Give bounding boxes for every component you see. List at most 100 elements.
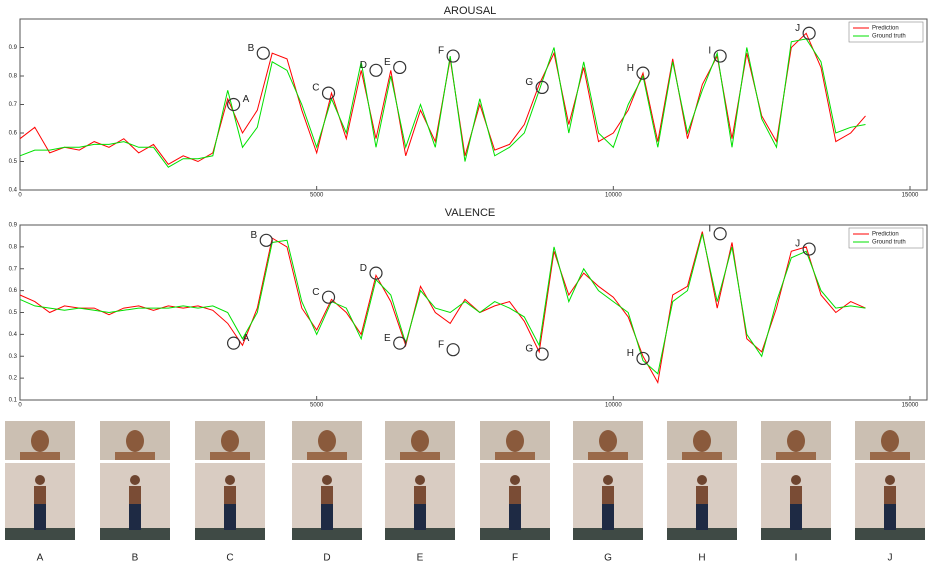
face — [787, 430, 805, 452]
legend-label: Prediction — [872, 232, 899, 238]
y-tick-label: 0.6 — [9, 131, 18, 137]
y-tick-label: 0.8 — [9, 74, 18, 80]
torso — [321, 486, 333, 504]
head — [791, 475, 801, 485]
y-tick-label: 0.2 — [9, 376, 18, 382]
annotation-label: D — [360, 60, 367, 71]
annotation-label: F — [438, 339, 444, 350]
annotation-label: E — [384, 57, 391, 68]
legend-label: Ground truth — [872, 34, 906, 40]
y-tick-label: 0.8 — [9, 244, 18, 250]
photo-pair — [573, 421, 643, 540]
shoulders — [495, 452, 535, 460]
head — [225, 475, 235, 485]
annotation-label: A — [243, 94, 250, 105]
shoulders — [588, 452, 628, 460]
photo-pair — [761, 421, 831, 540]
annotation-label: A — [243, 333, 250, 344]
y-tick-label: 0.9 — [9, 223, 18, 229]
face — [221, 430, 239, 452]
legs — [129, 504, 141, 530]
shoulders — [115, 452, 155, 460]
photo-label: C — [226, 553, 233, 564]
head — [510, 475, 520, 485]
legs — [224, 504, 236, 530]
y-tick-label: 0.4 — [9, 188, 18, 194]
shoulders — [870, 452, 910, 460]
y-tick-label: 0.5 — [9, 159, 18, 165]
photo-label: A — [37, 553, 44, 564]
legs — [414, 504, 426, 530]
photo-label: E — [417, 553, 424, 564]
torso — [790, 486, 802, 504]
photo-pair — [855, 421, 925, 540]
x-tick-label: 15000 — [902, 193, 919, 199]
legs — [790, 504, 802, 530]
annotation-label: F — [438, 46, 444, 57]
y-tick-label: 0.9 — [9, 45, 18, 51]
figure: AROUSAL0.40.50.60.70.80.9050001000015000… — [0, 0, 931, 567]
photo-pair — [5, 421, 75, 540]
annotation-label: D — [360, 263, 367, 274]
head — [415, 475, 425, 485]
annotation-label: I — [708, 223, 711, 234]
annotation-label: G — [525, 77, 533, 88]
torso — [602, 486, 614, 504]
annotation-label: E — [384, 333, 391, 344]
torso — [129, 486, 141, 504]
y-tick-label: 0.7 — [9, 102, 18, 108]
head — [603, 475, 613, 485]
photo-label: B — [132, 553, 139, 564]
head — [322, 475, 332, 485]
y-tick-label: 0.7 — [9, 266, 18, 272]
annotation-label: H — [627, 63, 634, 74]
photo-pair — [385, 421, 455, 540]
head — [697, 475, 707, 485]
photo-pair — [100, 421, 170, 540]
photo-label: F — [512, 553, 518, 564]
face — [506, 430, 524, 452]
shoulders — [682, 452, 722, 460]
face — [599, 430, 617, 452]
photo-pair — [195, 421, 265, 540]
shoulders — [307, 452, 347, 460]
chart-title: VALENCE — [445, 207, 496, 219]
torso — [884, 486, 896, 504]
photo-label: H — [698, 553, 705, 564]
shoulders — [210, 452, 250, 460]
y-tick-label: 0.3 — [9, 354, 18, 360]
legs — [696, 504, 708, 530]
y-tick-label: 0.1 — [9, 398, 18, 404]
head — [885, 475, 895, 485]
torso — [509, 486, 521, 504]
x-tick-label: 0 — [18, 403, 22, 409]
photo-label: D — [323, 553, 330, 564]
y-tick-label: 0.4 — [9, 332, 18, 338]
face — [31, 430, 49, 452]
photo-pair — [292, 421, 362, 540]
x-tick-label: 5000 — [310, 193, 324, 199]
legs — [509, 504, 521, 530]
head — [130, 475, 140, 485]
shoulders — [400, 452, 440, 460]
head — [35, 475, 45, 485]
torso — [34, 486, 46, 504]
shoulders — [20, 452, 60, 460]
legs — [321, 504, 333, 530]
photo-pair — [480, 421, 550, 540]
annotation-label: I — [708, 46, 711, 57]
annotation-label: B — [248, 43, 255, 54]
legend-label: Ground truth — [872, 240, 906, 246]
face — [318, 430, 336, 452]
x-tick-label: 15000 — [902, 403, 919, 409]
annotation-label: J — [795, 239, 800, 250]
annotation-label: B — [251, 230, 258, 241]
face — [126, 430, 144, 452]
annotation-label: J — [795, 23, 800, 34]
y-tick-label: 0.5 — [9, 310, 18, 316]
torso — [224, 486, 236, 504]
x-tick-label: 0 — [18, 193, 22, 199]
annotation-label: G — [525, 344, 533, 355]
shoulders — [776, 452, 816, 460]
photo-label: G — [604, 553, 612, 564]
